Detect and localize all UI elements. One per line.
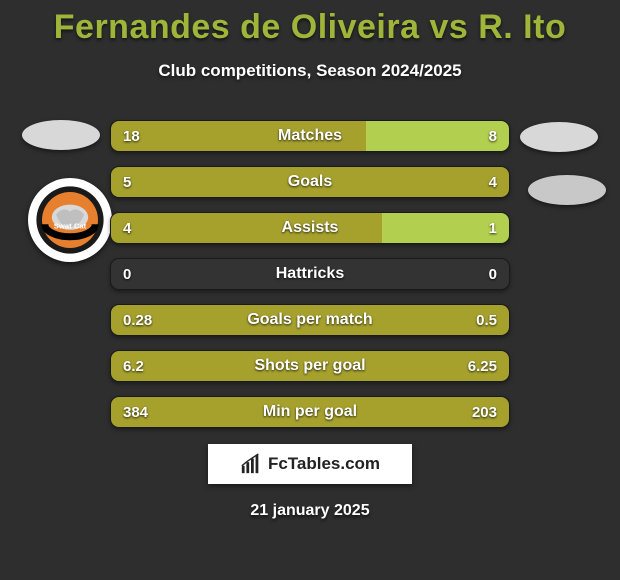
stat-row: 6.26.25Shots per goal	[110, 350, 510, 382]
stat-row: 0.280.5Goals per match	[110, 304, 510, 336]
footer-date: 21 january 2025	[0, 502, 620, 520]
stat-label: Min per goal	[111, 397, 509, 427]
stat-label: Goals per match	[111, 305, 509, 335]
stat-row: 188Matches	[110, 120, 510, 152]
team-logo-label: Swat Cat	[54, 221, 87, 230]
stat-label: Matches	[111, 121, 509, 151]
stat-row: 41Assists	[110, 212, 510, 244]
page-subtitle: Club competitions, Season 2024/2025	[0, 61, 620, 81]
stat-row: 00Hattricks	[110, 258, 510, 290]
brand-chart-icon	[240, 453, 262, 475]
stats-bars: 188Matches 54Goals 41Assists 00Hattricks 0.2…	[110, 120, 510, 442]
page-title: Fernandes de Oliveira vs R. Ito	[0, 0, 620, 47]
stat-label: Shots per goal	[111, 351, 509, 381]
brand-label: FcTables.com	[268, 454, 380, 474]
player-right-placeholder-icon-2	[528, 175, 606, 205]
brand-badge: FcTables.com	[208, 444, 412, 484]
stat-label: Goals	[111, 167, 509, 197]
stat-row: 54Goals	[110, 166, 510, 198]
team-logo-icon: Swat Cat	[28, 178, 112, 262]
stat-label: Hattricks	[111, 259, 509, 289]
player-left-placeholder-icon	[22, 120, 100, 150]
stat-row: 384203Min per goal	[110, 396, 510, 428]
player-right-placeholder-icon-1	[520, 122, 598, 152]
stat-label: Assists	[111, 213, 509, 243]
